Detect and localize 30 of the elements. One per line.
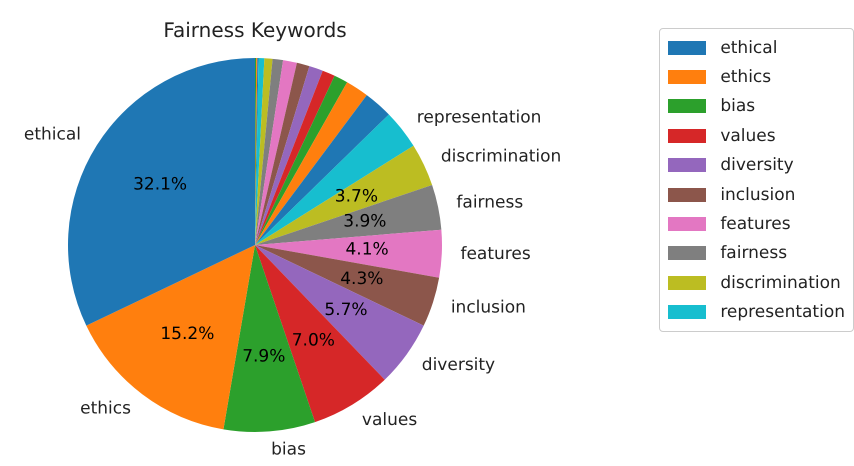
slice-label: representation xyxy=(416,107,542,128)
slice-label: ethics xyxy=(80,398,132,419)
legend-label: ethics xyxy=(720,67,772,88)
data-label: 3.7% xyxy=(334,186,378,206)
chart-title: Fairness Keywords xyxy=(163,18,347,42)
legend-label: ethical xyxy=(720,38,778,58)
slice-label: inclusion xyxy=(450,297,526,318)
legend-label: bias xyxy=(720,96,756,116)
data-label: 4.3% xyxy=(340,268,384,289)
data-label: 7.9% xyxy=(242,346,286,366)
data-label: 7.0% xyxy=(292,330,335,350)
slice-label: values xyxy=(362,410,418,430)
data-label: 4.1% xyxy=(345,240,389,260)
data-label: 32.1% xyxy=(133,174,188,195)
slice-label: diversity xyxy=(422,354,496,375)
data-label: 15.2% xyxy=(160,324,214,344)
legend-label: diversity xyxy=(720,155,794,176)
slice-label: fairness xyxy=(456,192,524,213)
legend-label: values xyxy=(720,126,776,146)
slice-label: bias xyxy=(271,439,306,460)
slice-label: features xyxy=(460,244,531,264)
data-label: 5.7% xyxy=(324,300,368,320)
slice-label: ethical xyxy=(24,124,81,145)
legend-label: discrimination xyxy=(720,272,841,293)
legend-label: representation xyxy=(720,302,845,322)
legend-label: fairness xyxy=(720,243,788,264)
legend-label: features xyxy=(720,214,791,234)
slice-label: discrimination xyxy=(440,146,562,166)
data-label: 3.9% xyxy=(343,212,386,232)
legend-label: inclusion xyxy=(720,184,796,205)
